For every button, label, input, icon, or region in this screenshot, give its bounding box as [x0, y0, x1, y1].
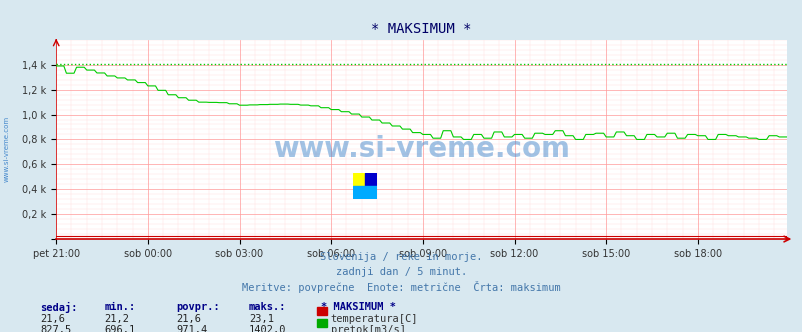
Bar [353, 186, 365, 199]
Text: 21,6: 21,6 [40, 314, 65, 324]
Text: zadnji dan / 5 minut.: zadnji dan / 5 minut. [335, 267, 467, 277]
Text: min.:: min.: [104, 302, 136, 312]
Text: www.si-vreme.com: www.si-vreme.com [273, 135, 569, 163]
Title: * MAKSIMUM *: * MAKSIMUM * [371, 22, 472, 36]
Bar [365, 186, 377, 199]
Text: sedaj:: sedaj: [40, 302, 78, 313]
Text: * MAKSIMUM *: * MAKSIMUM * [321, 302, 395, 312]
Text: maks.:: maks.: [249, 302, 286, 312]
Text: povpr.:: povpr.: [176, 302, 220, 312]
Text: 1402,0: 1402,0 [249, 325, 286, 332]
Text: 971,4: 971,4 [176, 325, 208, 332]
Text: 827,5: 827,5 [40, 325, 71, 332]
Text: pretok[m3/s]: pretok[m3/s] [330, 325, 405, 332]
Text: 23,1: 23,1 [249, 314, 273, 324]
Text: 696,1: 696,1 [104, 325, 136, 332]
Text: temperatura[C]: temperatura[C] [330, 314, 418, 324]
Text: 21,2: 21,2 [104, 314, 129, 324]
Text: Slovenija / reke in morje.: Slovenija / reke in morje. [320, 252, 482, 262]
Text: Meritve: povprečne  Enote: metrične  Črta: maksimum: Meritve: povprečne Enote: metrične Črta:… [242, 281, 560, 292]
Bar [353, 173, 365, 186]
Bar [365, 173, 377, 186]
Text: www.si-vreme.com: www.si-vreme.com [4, 116, 10, 183]
Text: 21,6: 21,6 [176, 314, 201, 324]
